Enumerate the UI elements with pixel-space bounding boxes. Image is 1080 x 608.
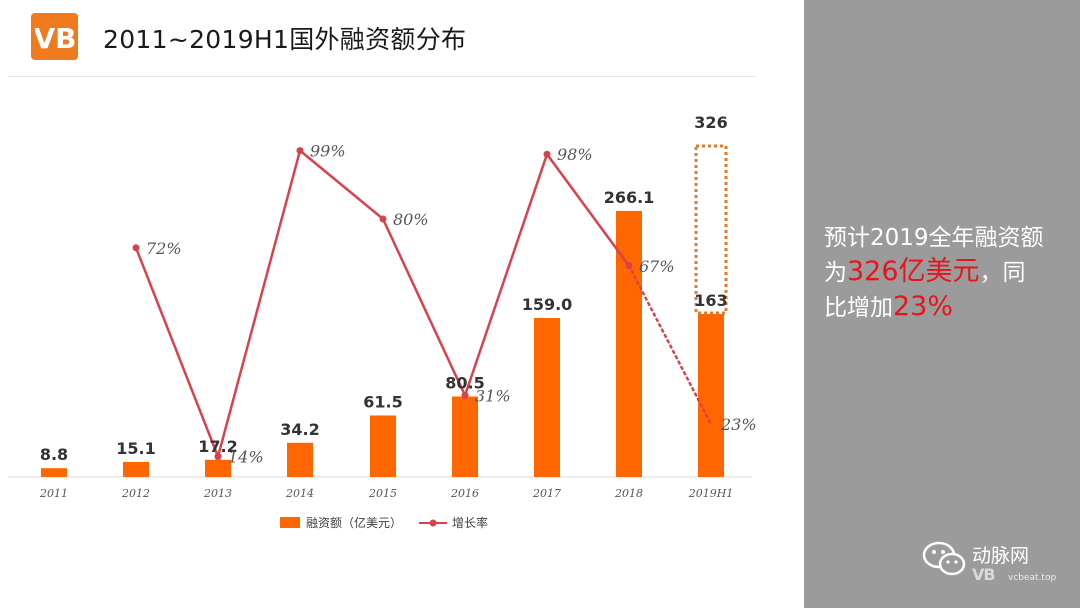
wechat-icon: [922, 541, 966, 576]
legend-label-financing: 融资额（亿美元）: [306, 515, 402, 530]
bar-value-label-2018: 266.1: [604, 188, 655, 207]
bar-2018: [616, 210, 642, 477]
growth-line-projection-segment: [627, 264, 713, 426]
forecast-line-3-prefix: 比增加: [824, 295, 893, 321]
bar-2017: [534, 318, 560, 477]
x-tick-2017: 2017: [532, 487, 561, 500]
bar-value-label-2011: 8.8: [40, 445, 68, 464]
forecast-line-2-suffix: ，同: [979, 260, 1026, 286]
x-tick-2018: 2018: [614, 487, 643, 500]
vb-logo-letters: VB: [35, 22, 75, 54]
bar-value-label-2013: 17.2: [198, 437, 237, 456]
x-tick-2019H1: 2019H1: [688, 487, 734, 500]
bar-series: [41, 210, 724, 477]
watermark-url: vcbeat.top: [1008, 573, 1057, 583]
growth-marker-2018: [625, 262, 633, 270]
watermark: 动脉网 VB vcbeat.top: [922, 535, 1072, 595]
growth-label-2017: 98%: [557, 145, 593, 164]
forecast-growth: 23%: [893, 291, 954, 322]
bar-value-labels: 8.8 15.1 17.2 34.2 61.5 80.5 159.0 266.1 163: [40, 188, 728, 464]
bar-value-label-2017: 159.0: [522, 295, 573, 314]
growth-line-series: [132, 147, 713, 461]
bar-2012: [123, 461, 149, 477]
forecast-note: 预计2019全年融资额 为326亿美元，同 比增加23%: [824, 222, 1074, 325]
growth-marker-2013: [214, 453, 222, 461]
legend-swatch-growth-marker: [429, 519, 437, 527]
growth-label-2015: 80%: [393, 210, 429, 229]
page-title: 2011~2019H1国外融资额分布: [103, 25, 467, 54]
growth-label-2014: 99%: [310, 142, 346, 161]
bar-value-label-2019H1: 163: [694, 291, 727, 310]
financing-chart: 326 8.8 15.1 17.2 34.2 61.5 80.5 159.0 266.1 163…: [8, 113, 757, 530]
growth-label-2016: 31%: [475, 386, 511, 405]
growth-rate-labels: 72% 14% 99% 80% 31% 98% 67% 23%: [146, 142, 757, 467]
legend-label-growth: 增长率: [452, 515, 488, 530]
growth-marker-2016: [461, 391, 469, 399]
projection-value-label: 326: [694, 113, 727, 132]
bar-2013: [205, 459, 231, 477]
projection-dotted-box: [694, 144, 728, 315]
x-tick-2015: 2015: [368, 487, 397, 500]
watermark-vb-logo: VB: [972, 565, 996, 584]
chart-legend: 融资额（亿美元） 增长率: [280, 515, 488, 530]
bar-2015: [370, 415, 396, 477]
x-tick-2014: 2014: [285, 487, 314, 500]
growth-label-2019H1: 23%: [720, 415, 757, 434]
bar-2011: [41, 468, 67, 477]
growth-marker-2017: [543, 150, 551, 158]
bar-2014: [287, 442, 313, 477]
vb-logo-mark: VB: [35, 22, 75, 54]
x-tick-2011: 2011: [39, 487, 68, 500]
x-tick-2012: 2012: [121, 487, 150, 500]
forecast-line-2-prefix: 为: [824, 260, 847, 286]
watermark-name: 动脉网: [972, 545, 1030, 567]
forecast-line-1: 预计2019全年融资额: [824, 225, 1044, 251]
x-axis-tick-labels: 2011 2012 2013 2014 2015 2016 2017 2018 2019H1: [39, 487, 733, 500]
summary-panel: 预计2019全年融资额 为326亿美元，同 比增加23% 动脉网 VB vcbe…: [804, 0, 1080, 608]
growth-label-2012: 72%: [146, 239, 182, 258]
bar-value-label-2016: 80.5: [445, 374, 484, 393]
bar-2019H1: [698, 314, 724, 477]
bar-value-label-2015: 61.5: [363, 393, 402, 412]
vb-logo: VB: [31, 13, 78, 60]
bar-value-label-2014: 34.2: [280, 420, 319, 439]
x-tick-2013: 2013: [203, 487, 232, 500]
forecast-amount: 326亿美元: [847, 256, 980, 287]
growth-marker-2012: [132, 244, 140, 252]
title-divider: [8, 76, 756, 77]
growth-label-2018: 67%: [639, 257, 675, 276]
bar-2016: [452, 396, 478, 477]
projection-group: 326: [694, 113, 728, 315]
bar-value-label-2012: 15.1: [116, 439, 155, 458]
growth-marker-2014: [296, 147, 304, 155]
growth-label-2013: 14%: [228, 448, 264, 467]
growth-marker-2015: [379, 215, 387, 223]
legend-swatch-financing: [280, 517, 300, 528]
x-tick-2016: 2016: [450, 487, 479, 500]
